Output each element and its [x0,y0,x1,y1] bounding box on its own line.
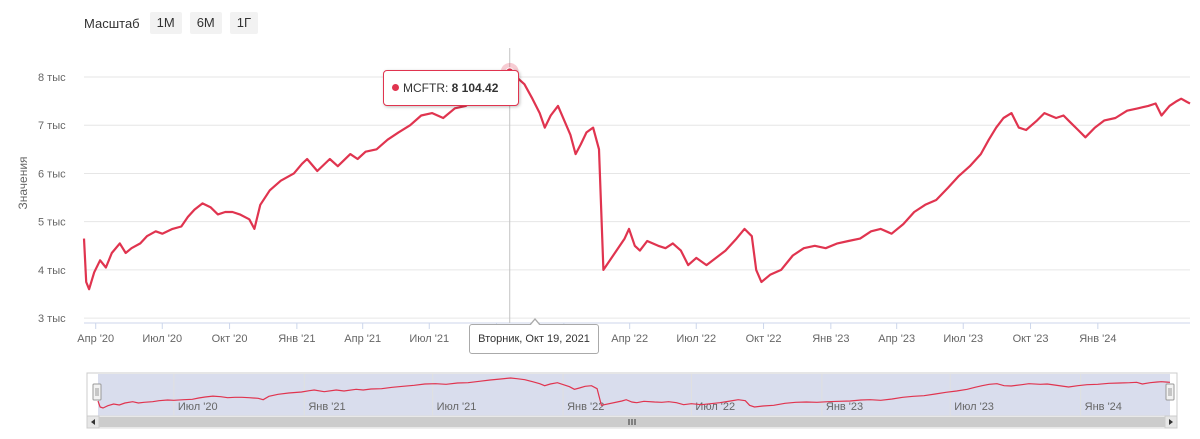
navigator-series-line [97,377,1171,409]
navigator-tick-label: Янв '23 [826,401,863,413]
tooltip-series-name: MCFTR [403,81,445,95]
navigator-tick-label: Июл '21 [437,401,477,413]
arrow-right-icon [1169,419,1173,425]
navigator-axis: Июл '20 Янв '21 Июл '21 Янв '22 Июл '22 Янв '… [173,374,1122,424]
x-tick-label: Янв '21 [278,333,315,345]
x-tick-label: Июл '23 [943,333,983,345]
x-tick-label: Июл '20 [142,333,182,345]
series-line-mcftr[interactable] [82,70,1191,291]
x-tick-label: Июл '21 [409,333,449,345]
crosshair-date-label: Вторник, Окт 19, 2021 [469,318,599,354]
x-tick-label: Апр '22 [611,333,648,345]
tooltip-value: 8 104.42 [451,81,499,95]
navigator-right-handle[interactable] [1165,383,1175,401]
x-tick-label: Апр '20 [77,333,114,345]
navigator-tick-label: Июл '20 [178,401,218,413]
navigator-tick-label: Янв '21 [308,401,345,413]
zoom-button-1m[interactable]: 1М [149,12,182,34]
x-axis: Апр '20 Июл '20 Окт '20 Янв '21 Апр '21 Июл '… [77,322,1190,345]
x-tick-label: Июл '22 [676,333,716,345]
x-tick-label: Апр '21 [344,333,381,345]
y-tick-label: 4 тыс [38,265,66,277]
tooltip: MCFTR: 8 104.42 [383,70,519,106]
zoom-button-1y[interactable]: 1Г [229,12,259,34]
scrollbar[interactable] [86,415,1178,429]
y-axis-title: Значения [16,156,30,209]
y-tick-label: 6 тыс [38,168,66,180]
x-tick-label: Окт '22 [746,333,782,345]
y-tick-label: 5 тыс [38,217,66,229]
zoom-bar: Масштаб 1М 6М 1Г [84,12,259,34]
y-tick-label: 8 тыс [38,72,66,84]
y-axis: 3 тыс 4 тыс 5 тыс 6 тыс 7 тыс 8 тыс [38,72,66,325]
x-tick-label: Окт '20 [212,333,248,345]
y-tick-label: 7 тыс [38,120,66,132]
x-tick-label: Янв '23 [812,333,849,345]
navigator-tick-label: Янв '24 [1085,401,1122,413]
navigator-tick-label: Июл '23 [954,401,994,413]
y-tick-label: 3 тыс [38,313,66,325]
grid-lines [84,76,1190,319]
arrow-left-icon [91,419,95,425]
series-color-dot [392,84,399,91]
scrollbar-grip-icon [628,419,636,425]
navigator-left-handle[interactable] [92,383,102,401]
x-tick-label: Апр '23 [878,333,915,345]
x-tick-label: Окт '23 [1013,333,1049,345]
x-tick-label: Янв '24 [1079,333,1116,345]
navigator-tick-label: Янв '22 [567,401,604,413]
zoom-label: Масштаб [84,15,140,31]
zoom-button-6m[interactable]: 6М [189,12,222,34]
